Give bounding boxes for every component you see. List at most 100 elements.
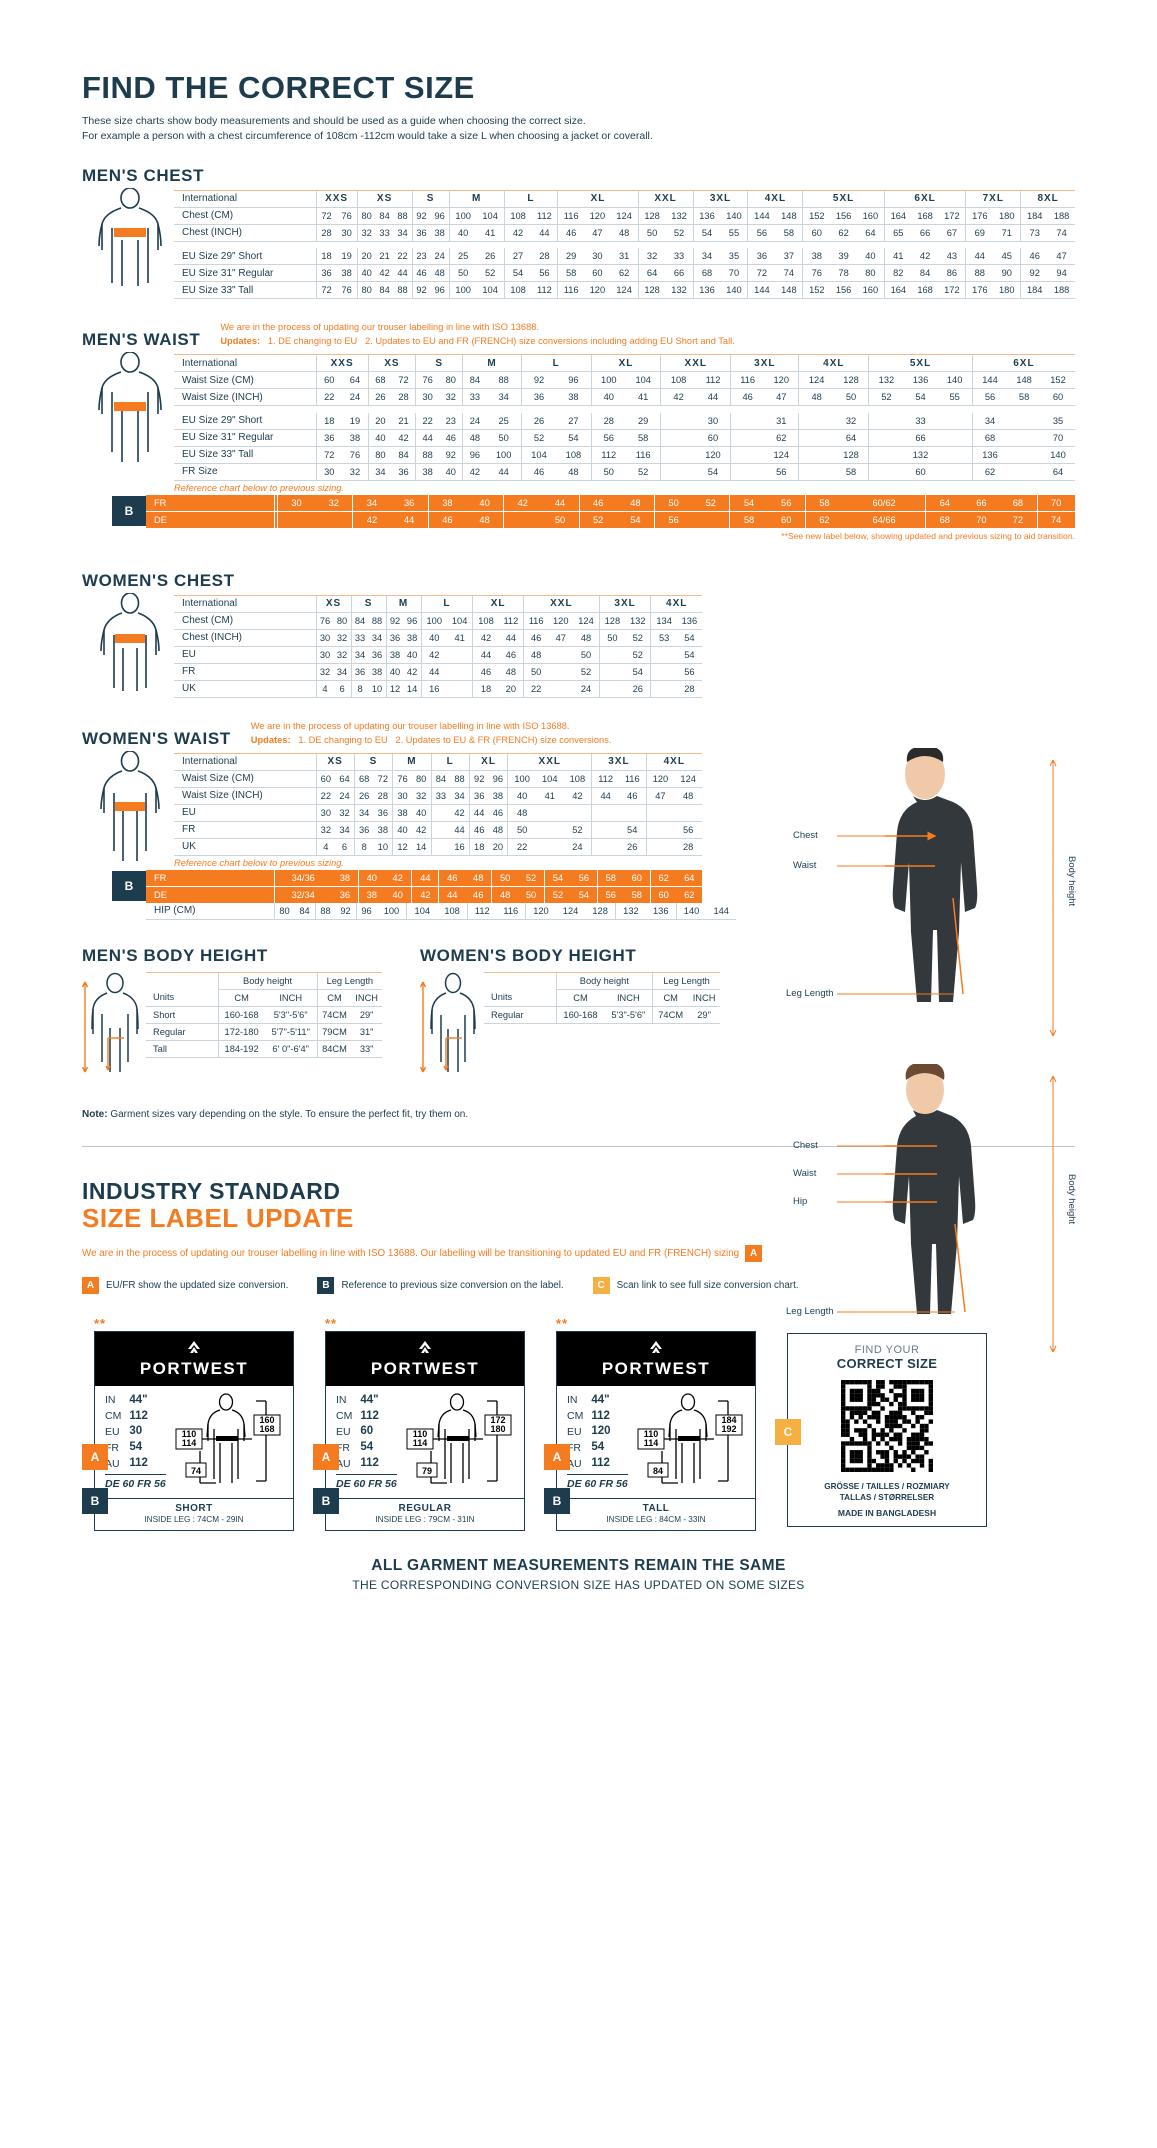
row-label: Chest (CM) xyxy=(174,207,316,224)
table-cell: 68 xyxy=(972,429,1007,446)
bh-cell: Regular xyxy=(484,1006,556,1023)
table-cell: 168 xyxy=(912,282,939,299)
table-cell: 14 xyxy=(412,838,431,855)
table-cell: 70 xyxy=(720,265,747,282)
table-cell: 100 xyxy=(486,446,521,463)
table-cell: 22 xyxy=(416,413,440,430)
size-header: L xyxy=(431,753,469,770)
table-cell: 54 xyxy=(625,663,651,680)
card-tag-b: B xyxy=(313,1488,339,1514)
row-label: FR Size xyxy=(174,463,316,480)
table-cell: 140 xyxy=(676,903,706,920)
table-cell: 6 xyxy=(334,680,352,697)
table-cell xyxy=(563,804,591,821)
ref-table-cell: 46 xyxy=(579,495,617,512)
bh-cell: 74CM xyxy=(653,1006,688,1023)
table-cell: 64 xyxy=(342,372,368,389)
table-cell: 46 xyxy=(489,804,508,821)
table-cell xyxy=(447,663,473,680)
table-cell: 62 xyxy=(972,463,1007,480)
ref-table-cell: 64 xyxy=(677,870,702,887)
table-cell: 80 xyxy=(357,207,376,224)
table-cell xyxy=(599,646,625,663)
table-cell: 30 xyxy=(584,248,611,265)
table-cell: 76 xyxy=(337,207,358,224)
size-header: 4XL xyxy=(646,753,702,770)
table-cell: 84 xyxy=(431,770,450,787)
table-cell: 156 xyxy=(830,207,857,224)
womens-body-height-title: WOMEN'S BODY HEIGHT xyxy=(420,946,720,966)
table-cell: 52 xyxy=(477,265,504,282)
table-cell: 47 xyxy=(1048,248,1075,265)
size-header: S xyxy=(354,753,392,770)
table-cell: 46 xyxy=(521,463,556,480)
table-cell: 64 xyxy=(834,429,869,446)
qr-code-icon[interactable] xyxy=(841,1380,933,1472)
table-cell: 124 xyxy=(799,372,834,389)
bh-cell: 184-192 xyxy=(218,1040,265,1057)
bh-unit-cell: INCH xyxy=(604,989,652,1006)
table-cell: 54 xyxy=(693,224,720,241)
mens-waist-see-note: **See new label below, showing updated a… xyxy=(82,531,1075,541)
table-cell: 104 xyxy=(477,207,504,224)
table-cell: 112 xyxy=(591,446,626,463)
spec-value: 44" xyxy=(360,1393,379,1409)
table-cell: 66 xyxy=(912,224,939,241)
table-cell: 24 xyxy=(563,838,591,855)
spec-key: IN xyxy=(105,1393,129,1409)
table-cell: 38 xyxy=(393,804,412,821)
table-cell: 28 xyxy=(677,680,702,697)
table-cell: 94 xyxy=(1048,265,1075,282)
table-cell: 144 xyxy=(972,372,1007,389)
female-label-hip: Hip xyxy=(793,1196,807,1207)
spec-value: 112 xyxy=(591,1456,610,1472)
table-cell: 112 xyxy=(592,770,619,787)
table-cell: 38 xyxy=(337,265,358,282)
table-cell: 128 xyxy=(834,446,869,463)
table-cell: 34 xyxy=(351,646,369,663)
table-cell: 74 xyxy=(1048,224,1075,241)
female-waist-figure xyxy=(82,753,174,856)
row-label: EU Size 29" Short xyxy=(174,413,316,430)
updates-label: Updates: xyxy=(220,336,260,346)
table-cell: 60 xyxy=(904,463,938,480)
ref-table-cell: 62 xyxy=(650,870,676,887)
ref-table-cell: 48 xyxy=(492,886,518,903)
note-prefix: Note: xyxy=(82,1109,108,1120)
table-cell: 104 xyxy=(626,372,661,389)
table-cell: 42 xyxy=(392,429,416,446)
womens-body-height-block: WOMEN'S BODY HEIGHT xyxy=(420,946,720,1083)
table-cell: 50 xyxy=(573,646,599,663)
table-cell: 46 xyxy=(558,224,584,241)
table-cell: 92 xyxy=(521,372,556,389)
table-cell: 52 xyxy=(521,429,556,446)
previous-size-conversion: DE 60 FR 56 xyxy=(567,1474,628,1491)
table-cell: 41 xyxy=(884,248,911,265)
table-cell: 104 xyxy=(536,770,563,787)
bh-unit-cell: INCH xyxy=(688,989,720,1006)
table-cell: 116 xyxy=(558,207,584,224)
table-cell: 84 xyxy=(351,612,369,629)
footer-line-1: ALL GARMENT MEASUREMENTS REMAIN THE SAME xyxy=(82,1557,1075,1575)
table-cell: 28 xyxy=(674,838,702,855)
waist-highlight xyxy=(115,802,145,811)
table-cell: 80 xyxy=(857,265,884,282)
table-cell xyxy=(431,804,450,821)
table-cell: 33 xyxy=(666,248,693,265)
ref-tag-b: B xyxy=(112,871,146,901)
spec-key: EU xyxy=(567,1424,591,1440)
intro-line-1: These size charts show body measurements… xyxy=(82,114,1075,129)
table-cell: 58 xyxy=(626,429,661,446)
ref-table-cell: 38 xyxy=(332,870,358,887)
